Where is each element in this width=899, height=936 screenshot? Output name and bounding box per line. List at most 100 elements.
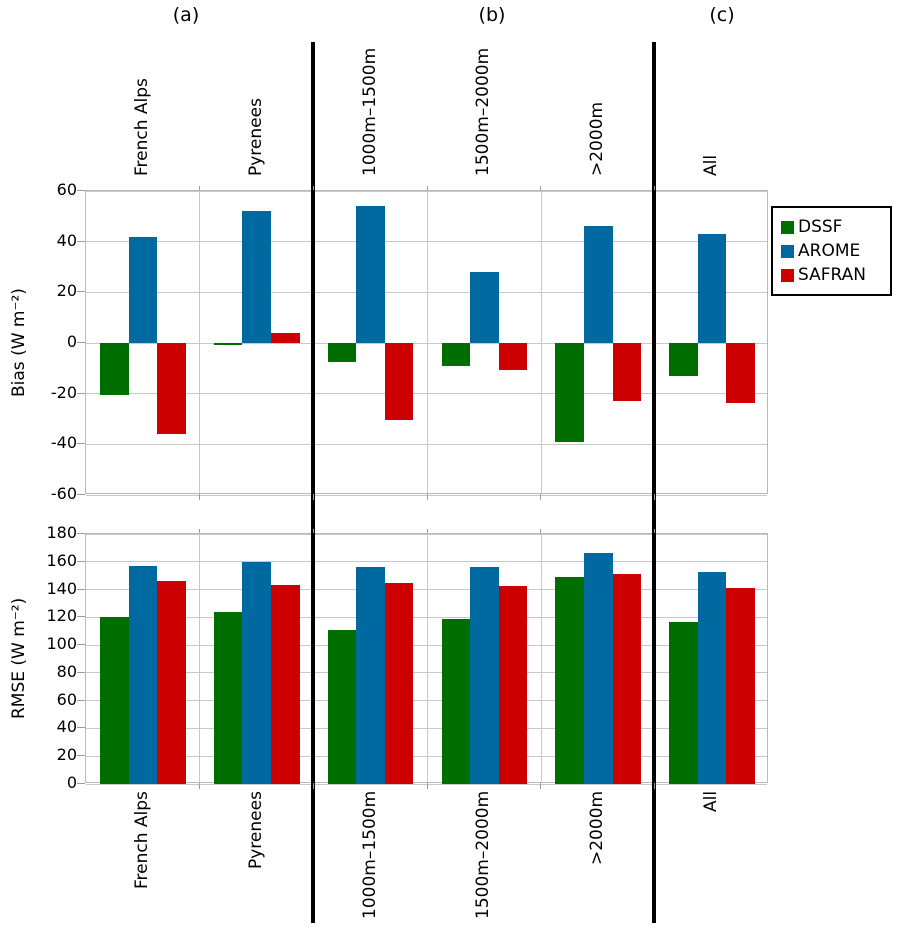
legend: DSSF AROME SAFRAN bbox=[771, 206, 892, 296]
top-category-label: 1500m–2000m bbox=[473, 47, 494, 176]
gridline-y-80 bbox=[86, 672, 767, 674]
gridline-y-180 bbox=[86, 533, 767, 535]
xtick-mark-bottom bbox=[312, 783, 314, 789]
ytick-mark bbox=[77, 588, 85, 590]
bar-SAFRAN-Pyrenees bbox=[271, 332, 300, 343]
bar-DSSF-All bbox=[669, 343, 698, 376]
ytick-label-40: 40 bbox=[56, 230, 77, 250]
gridline-y-0 bbox=[86, 342, 767, 344]
ytick-label-180: 180 bbox=[46, 523, 77, 542]
bar-SAFRAN-All bbox=[726, 343, 755, 403]
ytick-label--20: -20 bbox=[50, 382, 77, 402]
gridline-x bbox=[199, 534, 201, 782]
gridline-y-100 bbox=[86, 644, 767, 646]
top-category-label: 1000m–1500m bbox=[359, 47, 380, 176]
ytick-label-80: 80 bbox=[56, 661, 77, 681]
ytick-label-20: 20 bbox=[56, 745, 77, 765]
bar-DSSF->2000m bbox=[555, 343, 584, 442]
gridline-x bbox=[427, 191, 428, 493]
legend-label: DSSF bbox=[798, 217, 843, 237]
ytick-label-0: 0 bbox=[66, 332, 77, 351]
bar-SAFRAN->2000m bbox=[612, 343, 642, 402]
ytick-mark bbox=[77, 644, 85, 646]
ytick-mark bbox=[77, 755, 85, 757]
ytick-mark bbox=[77, 190, 85, 191]
bias-axis-title: Bias (W m⁻²) bbox=[9, 287, 29, 397]
bar-SAFRAN-1500m–2000m bbox=[498, 586, 528, 784]
xtick-mark-top bbox=[540, 529, 542, 533]
top-category-label: Pyrenees bbox=[245, 98, 266, 176]
legend-label: SAFRAN bbox=[798, 265, 866, 285]
bar-AROME-Pyrenees bbox=[242, 561, 272, 784]
bar-DSSF-1500m–2000m bbox=[441, 618, 471, 784]
section-divider-1 bbox=[311, 42, 315, 923]
xtick-mark-top bbox=[312, 186, 314, 190]
xtick-mark-top bbox=[540, 186, 542, 190]
ytick-label-140: 140 bbox=[46, 578, 77, 598]
bar-AROME-French Alps bbox=[128, 236, 158, 343]
bar-AROME-Pyrenees bbox=[242, 211, 272, 343]
xtick-mark-bottom bbox=[198, 494, 200, 500]
bar-DSSF->2000m bbox=[555, 577, 584, 784]
bar-AROME-All bbox=[697, 571, 727, 784]
ytick-label-40: 40 bbox=[56, 717, 77, 737]
xtick-mark-bottom bbox=[312, 494, 314, 500]
ytick-mark bbox=[77, 699, 85, 701]
bar-AROME-1000m–1500m bbox=[356, 567, 385, 784]
ytick-mark bbox=[77, 560, 85, 562]
ytick-mark bbox=[77, 291, 85, 293]
legend-item-arome: AROME bbox=[781, 239, 884, 263]
section-label-c: (c) bbox=[709, 4, 735, 26]
gridline-x bbox=[540, 534, 542, 782]
bar-DSSF-All bbox=[669, 621, 698, 784]
bar-SAFRAN-1000m–1500m bbox=[384, 583, 414, 784]
section-label-b: (b) bbox=[478, 4, 506, 26]
bar-DSSF-Pyrenees bbox=[213, 611, 243, 784]
bottom-category-label: 1500m–2000m bbox=[473, 790, 494, 919]
bar-DSSF-Pyrenees bbox=[213, 343, 243, 345]
ytick-label--40: -40 bbox=[50, 433, 77, 453]
bar-DSSF-French Alps bbox=[100, 617, 129, 784]
legend-item-safran: SAFRAN bbox=[781, 263, 884, 287]
top-category-label: All bbox=[701, 154, 722, 176]
bar-DSSF-1500m–2000m bbox=[441, 343, 471, 366]
xtick-mark-bottom bbox=[654, 494, 656, 500]
xtick-mark-top bbox=[654, 529, 656, 533]
ytick-mark bbox=[77, 443, 85, 445]
bar-SAFRAN-1500m–2000m bbox=[498, 343, 528, 370]
bar-AROME-1500m–2000m bbox=[470, 272, 499, 343]
ytick-mark bbox=[77, 616, 85, 618]
bar-AROME-All bbox=[697, 234, 727, 343]
gridline-x bbox=[199, 191, 201, 493]
gridline-y-20 bbox=[86, 291, 767, 293]
gridline-y-60 bbox=[86, 190, 767, 192]
bar-AROME-French Alps bbox=[128, 565, 158, 784]
gridline-y-40 bbox=[86, 727, 767, 729]
ytick-label-60: 60 bbox=[56, 689, 77, 709]
xtick-mark-bottom bbox=[540, 494, 542, 500]
xtick-mark-top bbox=[312, 529, 314, 533]
bar-DSSF-French Alps bbox=[100, 343, 129, 395]
ytick-label--60: -60 bbox=[50, 484, 77, 503]
legend-label: AROME bbox=[798, 241, 861, 261]
xtick-mark-bottom bbox=[426, 494, 428, 500]
ytick-label-120: 120 bbox=[46, 606, 77, 626]
gridline-y-140 bbox=[86, 589, 767, 591]
ytick-mark bbox=[77, 392, 85, 394]
bar-SAFRAN-French Alps bbox=[157, 343, 186, 435]
gridline-y--20 bbox=[86, 393, 767, 395]
bar-SAFRAN->2000m bbox=[612, 574, 642, 784]
xtick-mark-top bbox=[426, 529, 428, 533]
ytick-label-100: 100 bbox=[46, 634, 77, 654]
xtick-mark-bottom bbox=[540, 783, 542, 789]
ytick-mark bbox=[77, 342, 85, 343]
bar-DSSF-1000m–1500m bbox=[327, 629, 357, 784]
bar-AROME-1000m–1500m bbox=[356, 206, 385, 343]
gridline-y-60 bbox=[86, 700, 767, 702]
xtick-mark-bottom bbox=[426, 783, 428, 789]
gridline-y--40 bbox=[86, 443, 767, 445]
gridline-x bbox=[427, 534, 428, 782]
ytick-mark bbox=[77, 671, 85, 673]
section-divider-2 bbox=[652, 42, 656, 923]
